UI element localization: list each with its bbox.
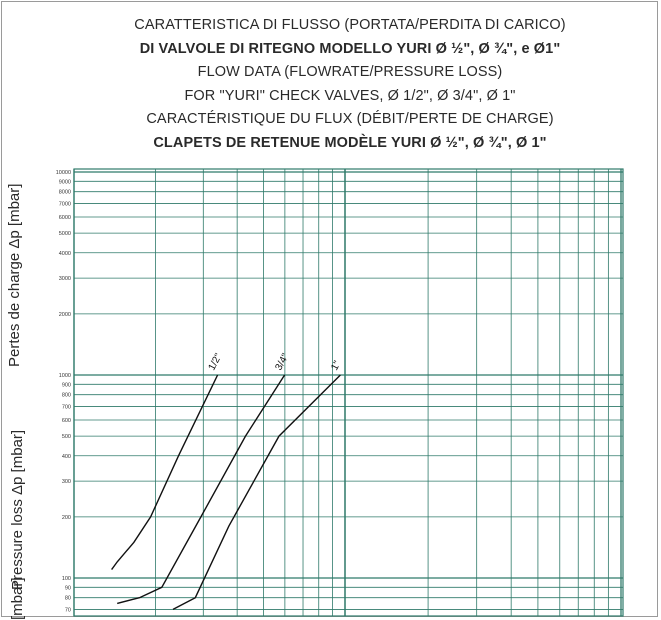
- title-line-italian-1: CARATTERISTICA DI FLUSSO (PORTATA/PERDIT…: [134, 17, 566, 33]
- y-tick-label: 1000: [59, 373, 71, 379]
- title-line-english-1: FLOW DATA (FLOWRATE/PRESSURE LOSS): [197, 64, 503, 80]
- y-tick-label: 90: [65, 585, 71, 591]
- y-tick-label: 2000: [59, 312, 71, 318]
- series-label-3: 1": [329, 359, 343, 373]
- plot-area-border: [73, 168, 624, 617]
- y-tick-label: 5000: [59, 231, 71, 237]
- series-line-1: [111, 374, 219, 571]
- y-tick-label: 500: [62, 434, 71, 440]
- y-tick-label: 7000: [59, 201, 71, 207]
- title-line-french-1: CARACTÉRISTIQUE DU FLUX (DÉBIT/PERTE DE …: [146, 111, 554, 127]
- y-tick-label: 8000: [59, 190, 71, 196]
- y-tick-label: 600: [62, 418, 71, 424]
- chart-title-block: CARATTERISTICA DI FLUSSO (PORTATA/PERDIT…: [70, 14, 630, 155]
- y-tick-label: 400: [62, 454, 71, 460]
- y-tick-label: 4000: [59, 251, 71, 257]
- series-label-1: 1/2": [207, 351, 225, 372]
- y-tick-label: 10000: [56, 170, 71, 176]
- series-label-2: 3/4": [273, 351, 291, 372]
- y-tick-label: 3000: [59, 276, 71, 282]
- y-tick-label: 200: [62, 515, 71, 521]
- y-tick-label: 800: [62, 393, 71, 399]
- y-tick-label: 900: [62, 382, 71, 388]
- y-tick-label: 700: [62, 404, 71, 410]
- series-line-3: [172, 374, 341, 611]
- y-tick-label: 70: [65, 607, 71, 613]
- title-line-french-2: CLAPETS DE RETENUE MODÈLE YURI Ø ½", Ø ¾…: [153, 134, 547, 151]
- series-line-2: [117, 374, 286, 605]
- title-line-italian-2: DI VALVOLE DI RITEGNO MODELLO YURI Ø ½",…: [139, 40, 561, 57]
- y-tick-label: 9000: [59, 179, 71, 185]
- y-tick-label: 100: [62, 576, 71, 582]
- title-line-english-2: FOR "YURI" CHECK VALVES, Ø 1/2", Ø 3/4",…: [184, 87, 516, 104]
- y-tick-label: 6000: [59, 215, 71, 221]
- y-tick-label: 300: [62, 479, 71, 485]
- y-tick-label: 80: [65, 596, 71, 602]
